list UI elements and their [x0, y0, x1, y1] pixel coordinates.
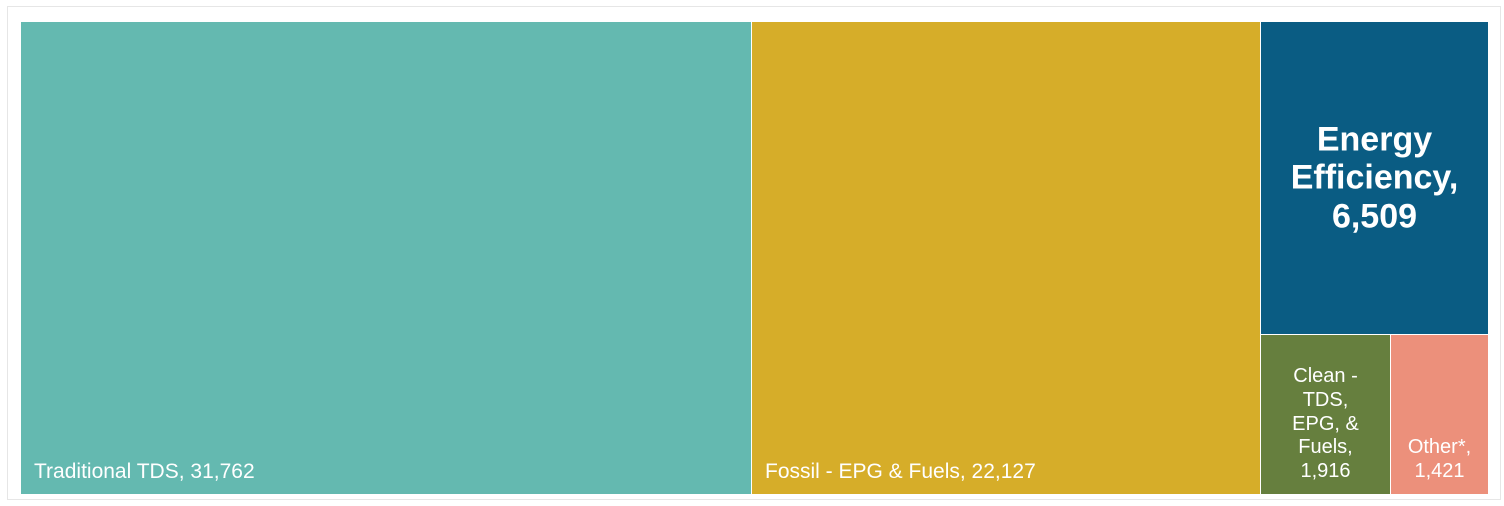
tile-fossil-epg-fuels: Fossil - EPG & Fuels, 22,127: [752, 22, 1261, 495]
label-fossil-epg-fuels: Fossil - EPG & Fuels, 22,127: [765, 460, 1036, 484]
tile-clean-tds-epg-fuels: Clean - TDS, EPG, & Fuels, 1,916: [1261, 335, 1391, 495]
label-energy-efficiency: Energy Efficiency, 6,509: [1290, 120, 1459, 236]
tile-other: Other*, 1,421: [1391, 335, 1489, 495]
label-clean-tds-epg-fuels: Clean - TDS, EPG, & Fuels, 1,916: [1292, 365, 1359, 483]
tile-energy-efficiency: Energy Efficiency, 6,509: [1261, 22, 1489, 335]
label-traditional-tds: Traditional TDS, 31,762: [34, 460, 255, 484]
treemap-chart: Traditional TDS, 31,762 Fossil - EPG & F…: [7, 6, 1501, 500]
label-other: Other*, 1,421: [1407, 436, 1472, 483]
tile-traditional-tds: Traditional TDS, 31,762: [21, 22, 752, 495]
